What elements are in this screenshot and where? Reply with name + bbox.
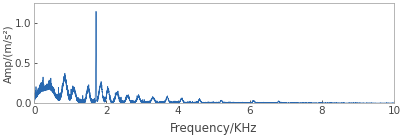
Y-axis label: Amp/(m/s²): Amp/(m/s²) <box>4 24 13 83</box>
X-axis label: Frequency/KHz: Frequency/KHz <box>170 122 258 135</box>
